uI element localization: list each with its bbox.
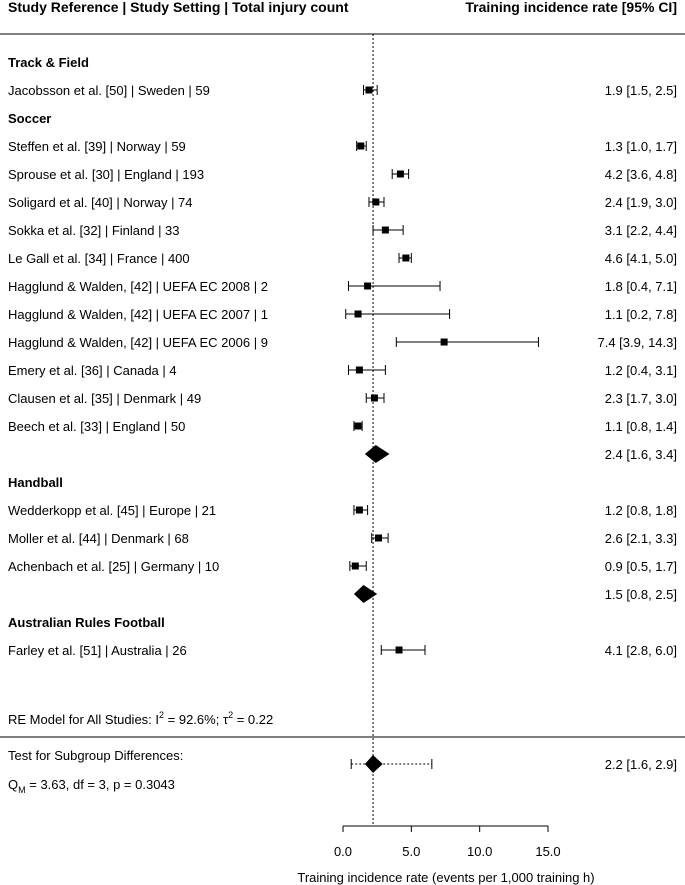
estimate-text: 1.3 [1.0, 1.7] [605,139,677,154]
study-label: Hagglund & Walden, [42] | UEFA EC 2007 |… [8,307,268,322]
estimate-text: 7.4 [3.9, 14.3] [597,335,677,350]
header-right: Training incidence rate [95% CI] [465,0,677,15]
study-label: Sokka et al. [32] | Finland | 33 [8,223,180,238]
estimate-text: 1.1 [0.8, 1.4] [605,419,677,434]
estimate-text: 4.6 [4.1, 5.0] [605,251,677,266]
point-estimate [402,254,410,262]
point-estimate [370,394,378,402]
x-tick-label: 15.0 [535,844,560,859]
study-label: Le Gall et al. [34] | France | 400 [8,251,190,266]
x-axis: 0.0 5.0 10.0 15.0 [334,825,561,859]
study-label: Hagglund & Walden, [42] | UEFA EC 2006 |… [8,335,268,350]
study-rows: Track & Field Jacobsson et al. [50] | Swe… [8,55,677,658]
group-heading: Australian Rules Football [8,615,165,630]
summary-estimate-text: 2.4 [1.6, 3.4] [605,447,677,462]
study-label: Jacobsson et al. [50] | Sweden | 59 [8,83,210,98]
estimate-text: 3.1 [2.2, 4.4] [605,223,677,238]
point-estimate [372,198,380,206]
estimate-text: 1.8 [0.4, 7.1] [605,279,677,294]
estimate-text: 1.1 [0.2, 7.8] [605,307,677,322]
x-tick-label: 5.0 [402,844,420,859]
overall-summary: 2.2 [1.6, 2.9] [350,755,677,773]
re-model-text: RE Model for All Studies: I2 = 92.6%; τ2… [8,710,273,727]
study-label: Achenbach et al. [25] | Germany | 10 [8,559,219,574]
header-left: Study Reference | Study Setting | Total … [8,0,349,15]
point-estimate [365,86,373,94]
estimate-text: 1.2 [0.4, 3.1] [605,363,677,378]
point-estimate [354,422,362,430]
subgroup-test-stats: QM = 3.63, df = 3, p = 0.3043 [8,777,175,795]
estimate-text: 4.2 [3.6, 4.8] [605,167,677,182]
point-estimate [395,646,403,654]
study-label: Hagglund & Walden, [42] | UEFA EC 2008 |… [8,279,268,294]
overall-summary-diamond [364,755,383,773]
study-label: Moller et al. [44] | Denmark | 68 [8,531,189,546]
group-heading: Track & Field [8,55,89,70]
study-label: Soligard et al. [40] | Norway | 74 [8,195,193,210]
x-tick-label: 10.0 [467,844,492,859]
study-label: Emery et al. [36] | Canada | 4 [8,363,177,378]
point-estimate [381,226,389,234]
study-label: Farley et al. [51] | Australia | 26 [8,643,187,658]
estimate-text: 0.9 [0.5, 1.7] [605,559,677,574]
group-heading: Handball [8,475,63,490]
group-heading: Soccer [8,111,51,126]
estimate-text: 4.1 [2.8, 6.0] [605,643,677,658]
summary-estimate-text: 1.5 [0.8, 2.5] [605,587,677,602]
point-estimate [351,562,359,570]
x-tick-label: 0.0 [334,844,352,859]
point-estimate [355,506,363,514]
study-label: Steffen et al. [39] | Norway | 59 [8,139,186,154]
study-label: Beech et al. [33] | England | 50 [8,419,185,434]
point-estimate [396,170,404,178]
estimate-text: 1.2 [0.8, 1.8] [605,503,677,518]
x-axis-label: Training incidence rate (events per 1,00… [297,870,594,885]
study-label: Clausen et al. [35] | Denmark | 49 [8,391,201,406]
estimate-text: 2.3 [1.7, 3.0] [605,391,677,406]
point-estimate [364,282,372,290]
estimate-text: 2.6 [2.1, 3.3] [605,531,677,546]
summary-diamond [353,585,378,603]
point-estimate [357,142,365,150]
overall-estimate-text: 2.2 [1.6, 2.9] [605,757,677,772]
subgroup-test-title: Test for Subgroup Differences: [8,748,183,763]
point-estimate [440,338,448,346]
estimate-text: 2.4 [1.9, 3.0] [605,195,677,210]
point-estimate [375,534,383,542]
point-estimate [355,366,363,374]
estimate-text: 1.9 [1.5, 2.5] [605,83,677,98]
summary-diamond [364,445,390,463]
point-estimate [354,310,362,318]
study-label: Sprouse et al. [30] | England | 193 [8,167,204,182]
study-label: Wedderkopp et al. [45] | Europe | 21 [8,503,216,518]
